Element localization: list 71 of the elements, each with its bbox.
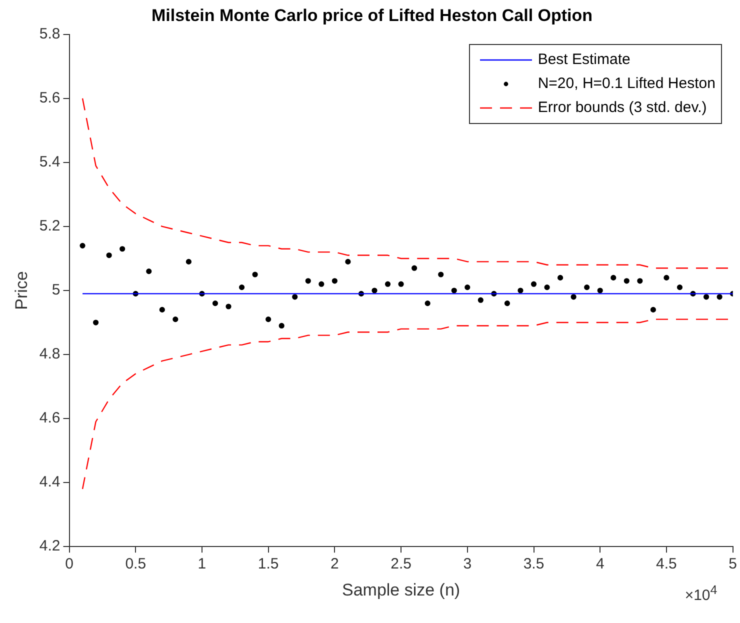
- point: [464, 284, 470, 290]
- point: [384, 281, 391, 287]
- point: [664, 274, 670, 280]
- point: [584, 284, 590, 290]
- x-tick-label: 1: [198, 556, 206, 573]
- point: [80, 242, 86, 248]
- point: [530, 281, 537, 287]
- point: [92, 320, 99, 326]
- x-tick-label: 3.5: [523, 556, 544, 573]
- point: [676, 284, 683, 290]
- y-tick-label: 5.2: [39, 218, 60, 235]
- point: [412, 265, 418, 271]
- point: [624, 278, 630, 284]
- text: ×10$^{4}$: [684, 582, 718, 604]
- x-tick-label: 0: [65, 556, 74, 573]
- legend-label: Error bounds (3 std. dev.): [538, 98, 707, 118]
- point: [186, 258, 192, 264]
- point: [146, 268, 152, 274]
- point: [345, 258, 351, 264]
- point: [650, 306, 656, 313]
- x-tick-label: 3: [463, 556, 472, 573]
- point: [504, 300, 510, 306]
- y-tick-label: 5.6: [39, 90, 60, 107]
- x-tick-label: 5: [728, 556, 737, 573]
- x-tick-label: 2.5: [390, 556, 412, 573]
- point: [398, 281, 404, 287]
- y-tick-label: 5: [52, 282, 60, 299]
- point: [478, 297, 484, 303]
- point: [544, 284, 550, 290]
- point: [238, 284, 245, 290]
- point: [212, 300, 218, 306]
- point: [305, 278, 311, 284]
- point: [597, 288, 603, 294]
- point: [266, 316, 272, 322]
- point: [120, 246, 126, 252]
- point: [637, 278, 643, 284]
- x-tick-label: 4: [596, 556, 604, 573]
- point: [226, 304, 232, 310]
- y-tick-label: 5.4: [39, 154, 60, 171]
- y-tick-label: 4.2: [39, 538, 60, 555]
- x-tick-label: 1.5: [258, 556, 279, 573]
- point: [252, 272, 258, 278]
- legend-label: N=20, H=0.1 Lifted Heston: [538, 74, 716, 94]
- point: [610, 274, 616, 280]
- point: [703, 294, 710, 300]
- x-tick-label: 4.5: [656, 556, 677, 573]
- point: [451, 288, 457, 294]
- x-tick-label: 0.5: [125, 556, 146, 573]
- legend-label: Best Estimate: [538, 50, 630, 70]
- y-axis-title: Price: [12, 271, 31, 310]
- point: [570, 294, 576, 300]
- chart-title: Milstein Monte Carlo price of Lifted Heston Call Option: [151, 6, 593, 25]
- point: [518, 288, 524, 294]
- point: [558, 274, 564, 280]
- point: [159, 306, 165, 313]
- point: [424, 300, 430, 306]
- point: [278, 322, 284, 329]
- point: [372, 288, 378, 294]
- x-tick-label: 2: [330, 556, 339, 573]
- y-tick-label: 4.4: [39, 474, 60, 491]
- point: [106, 252, 112, 258]
- y-tick-label: 5.8: [39, 26, 60, 43]
- point: [716, 294, 722, 300]
- point: [318, 281, 324, 287]
- y-tick-label: 4.6: [39, 410, 60, 427]
- point: [438, 272, 444, 278]
- y-tick-label: 4.8: [39, 346, 60, 363]
- point: [332, 278, 338, 284]
- point: [292, 294, 298, 300]
- point: [172, 316, 178, 322]
- x-axis-title: Sample size (n): [342, 580, 460, 600]
